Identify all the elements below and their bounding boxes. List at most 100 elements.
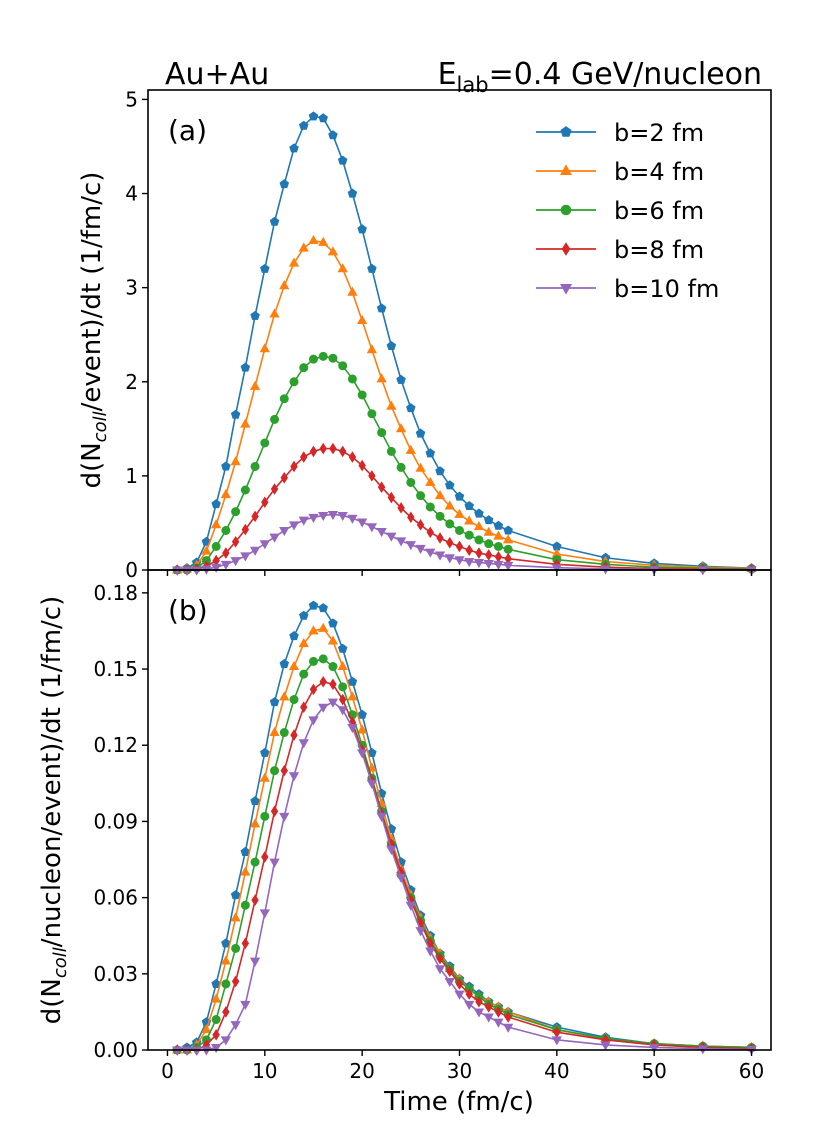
- panel-b-y-tick-label: 0.18: [93, 581, 138, 605]
- panel-b-data-point: [261, 851, 269, 863]
- panel-a-data-point: [240, 362, 251, 372]
- panel-b-data-point: [280, 764, 288, 777]
- panel-b-data-point: [249, 818, 261, 828]
- legend-entry: b=6 fm: [536, 197, 704, 225]
- panel-a-data-point: [386, 446, 396, 456]
- panel-b-data-point: [201, 1046, 212, 1056]
- panel-a-data-point: [220, 489, 232, 499]
- panel-b-data-point: [259, 909, 270, 919]
- panel-a-data-point: [221, 461, 231, 471]
- x-tick-label: 0: [161, 1059, 174, 1083]
- x-tick-label: 50: [641, 1059, 666, 1083]
- legend-label: b=4 fm: [614, 158, 704, 186]
- panel-b-data-point: [220, 955, 232, 965]
- panel-b-series-line: [177, 627, 752, 1051]
- panel-a-data-point: [211, 541, 221, 551]
- panel-b-data-point: [337, 660, 348, 670]
- panel-a-data-point: [347, 374, 357, 384]
- panel-a-data-point: [358, 459, 366, 472]
- panel-b-y-tick-label: 0.09: [93, 809, 138, 833]
- panel-a-series-2: [172, 234, 757, 574]
- panel-b-data-point: [465, 988, 473, 1000]
- panel-a: 0 1 2 3 4 5 (a) b=2 fm b=4 fm b=6 fm b=8 fm b=10 …: [77, 87, 772, 582]
- panel-b-series: [172, 600, 757, 1056]
- panel-a-data-point: [299, 120, 309, 130]
- panel-a-data-point: [454, 525, 464, 535]
- panel-a-data-point: [318, 351, 328, 361]
- panel-b-data-point: [319, 675, 327, 688]
- legend-entry: b=4 fm: [536, 158, 704, 186]
- panel-a-data-point: [288, 521, 300, 531]
- panel-a-data-point: [503, 561, 514, 571]
- panel-a-data-point: [473, 521, 485, 531]
- panel-b-data-point: [288, 660, 300, 670]
- panel-b-data-point: [279, 812, 290, 823]
- x-tick-label: 20: [349, 1059, 374, 1083]
- panel-a-data-point: [377, 481, 386, 493]
- panel-b-data-point: [473, 1008, 485, 1018]
- panel-b-data-point: [220, 1036, 232, 1046]
- panel-a-data-point: [464, 530, 474, 540]
- panel-a-data-point: [308, 111, 319, 121]
- panel-a-data-point: [445, 480, 455, 490]
- panel-a-series-line: [177, 513, 752, 571]
- panel-a-data-point: [318, 236, 329, 246]
- panel-b-data-point: [290, 729, 298, 741]
- panel-a-data-point: [211, 563, 222, 573]
- panel-a-data-point: [260, 438, 270, 448]
- panel-b-data-point: [201, 1024, 212, 1034]
- panel-a-data-point: [395, 537, 407, 547]
- panel-b-data-point: [337, 643, 348, 653]
- panel-a-data-point: [416, 519, 425, 531]
- panel-a-data-point: [503, 544, 513, 554]
- panel-b-data-point: [493, 1018, 504, 1028]
- panel-b-data-point: [300, 701, 308, 713]
- panel-b-data-point: [299, 610, 309, 620]
- panel-a-data-point: [269, 216, 280, 226]
- panel-a-data-point: [241, 523, 250, 536]
- panel-b-series-5: [172, 698, 757, 1056]
- panel-b-data-point: [347, 676, 358, 686]
- panel-a-series-line: [177, 447, 752, 571]
- panel-a-series-3: [172, 351, 757, 575]
- panel-b-data-point: [600, 1041, 611, 1051]
- panel-b-data-point: [230, 912, 241, 922]
- panel-a-data-point: [337, 511, 348, 522]
- panel-a-data-point: [503, 534, 514, 544]
- panel-a-data-point: [231, 535, 240, 548]
- panel-a-data-point: [445, 519, 455, 529]
- panel-b-data-point: [240, 846, 251, 856]
- panel-b-data-point: [649, 1044, 660, 1054]
- panel-a-data-point: [464, 515, 475, 525]
- panel-b-data-point: [270, 766, 280, 776]
- panel-a-data-point: [191, 566, 202, 576]
- panel-b-data-point: [211, 993, 222, 1003]
- panel-a-data-point: [493, 560, 504, 571]
- panel-b-data-point: [299, 669, 309, 679]
- panel-a-data-point: [270, 414, 280, 424]
- panel-b-data-point: [241, 937, 250, 950]
- panel-a-data-point: [405, 444, 416, 454]
- panel-a-data-point: [415, 462, 426, 472]
- panel-a-data-point: [172, 566, 183, 576]
- panel-a-data-point: [300, 451, 308, 463]
- panel-b-data-point: [444, 977, 455, 988]
- panel-a-data-point: [397, 502, 405, 514]
- panel-b-data-point: [455, 978, 464, 990]
- panel-a-data-point: [473, 559, 485, 569]
- panel-b-data-point: [329, 678, 337, 691]
- panel-b-data-point: [181, 1046, 193, 1056]
- panel-a-data-point: [444, 554, 455, 564]
- panel-b-data-point: [318, 622, 329, 632]
- panel-a-data-point: [415, 428, 426, 438]
- panel-a-data-point: [250, 310, 260, 320]
- panel-a-data-point: [250, 461, 260, 471]
- panel-a-data-point: [222, 547, 230, 559]
- panel-a-data-point: [366, 523, 378, 533]
- panel-a-data-point: [269, 308, 280, 318]
- panel-a-data-point: [319, 442, 327, 455]
- panel-b-data-point: [212, 1028, 220, 1041]
- panel-a-data-point: [395, 423, 407, 433]
- panel-a-data-point: [368, 470, 376, 482]
